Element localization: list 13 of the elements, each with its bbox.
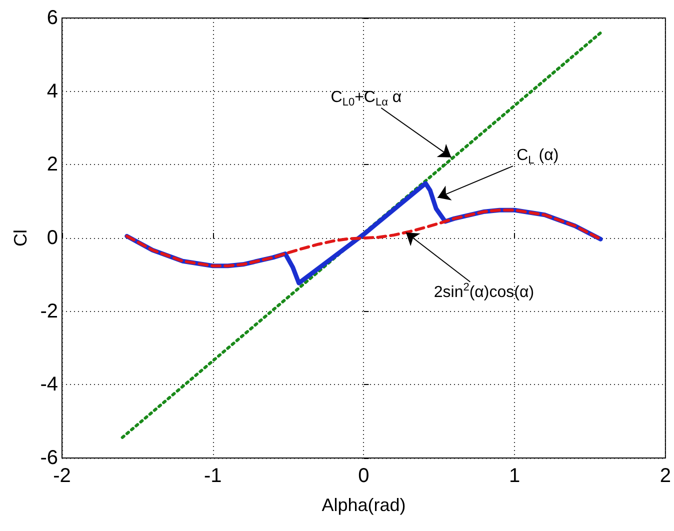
y-axis-title: Cl [10,230,30,246]
x-tick-label: 2 [660,465,671,487]
y-tick-label: 2 [46,154,58,176]
x-tick-label: 0 [358,465,370,487]
x-axis-title: Alpha(rad) [322,495,406,515]
y-tick-label: 0 [46,227,58,249]
y-tick-label: -4 [40,374,58,396]
y-tick-label: -6 [40,447,58,469]
y-tick-label: 4 [46,80,58,102]
x-tick-label: 1 [509,465,520,487]
y-tick-label: -2 [40,300,58,322]
x-tick-label: -1 [204,465,222,487]
y-tick-label: 6 [46,7,58,29]
